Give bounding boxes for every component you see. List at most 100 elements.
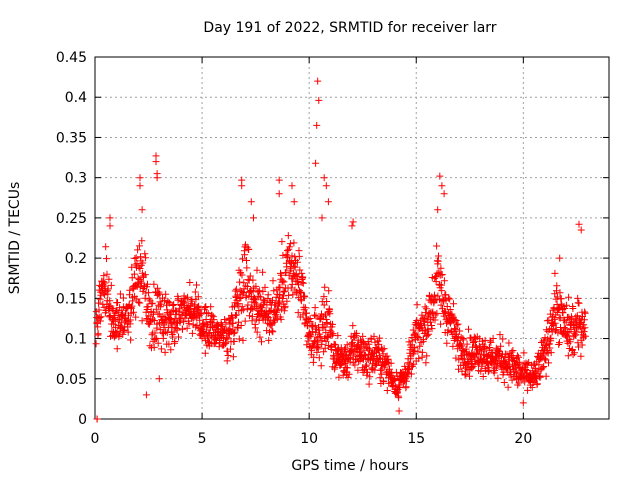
data-point: [305, 329, 313, 337]
data-point: [494, 374, 502, 382]
y-tick-label: 0.45: [56, 50, 87, 66]
data-point: [155, 375, 163, 383]
data-point: [208, 311, 216, 319]
data-point: [312, 337, 320, 345]
data-point: [452, 317, 460, 324]
data-point: [362, 362, 370, 370]
data-point: [418, 311, 426, 319]
data-point: [141, 271, 149, 279]
data-point: [551, 269, 559, 277]
data-point: [314, 345, 322, 353]
data-point: [298, 269, 306, 277]
data-point: [456, 340, 464, 348]
data-point: [148, 331, 156, 339]
data-point: [276, 283, 284, 291]
data-point: [278, 238, 286, 246]
axis-ticks: 0 0.05 0.1 0.15 0.2 0.25 0.3 0.35 0.4 0.45 0 5 10 15 2…: [56, 50, 609, 447]
data-point: [297, 297, 305, 305]
data-point: [395, 407, 403, 415]
data-point: [395, 394, 403, 402]
data-point: [252, 296, 260, 304]
grid: [95, 57, 609, 419]
data-point: [311, 322, 319, 330]
data-point: [452, 325, 460, 333]
data-point: [280, 278, 288, 286]
data-point: [137, 277, 145, 285]
data-point: [431, 291, 438, 299]
data-point: [204, 310, 212, 317]
data-point: [279, 277, 287, 285]
data-point: [239, 336, 247, 344]
data-point: [275, 190, 283, 198]
data-point: [423, 352, 431, 360]
data-point: [573, 324, 581, 332]
data-point: [451, 316, 459, 324]
data-point: [161, 296, 169, 304]
data-point: [218, 321, 226, 329]
data-point: [418, 348, 426, 356]
y-tick-label: 0.25: [56, 211, 87, 227]
data-point: [325, 287, 333, 295]
data-point: [438, 271, 446, 278]
data-point: [213, 320, 221, 328]
data-point: [162, 317, 170, 325]
data-point: [275, 297, 283, 305]
data-point: [348, 222, 356, 230]
data-point: [413, 301, 421, 309]
data-point: [130, 308, 137, 316]
data-point: [144, 303, 152, 311]
data-point: [239, 306, 247, 314]
data-point: [545, 359, 552, 367]
data-point: [102, 243, 110, 251]
data-point: [222, 340, 230, 348]
data-point: [163, 329, 171, 337]
data-point: [156, 290, 164, 298]
data-point: [246, 288, 254, 296]
data-point: [560, 324, 568, 331]
data-point: [580, 328, 588, 336]
data-point: [139, 259, 147, 267]
data-point: [246, 272, 254, 280]
x-tick-label: 5: [198, 431, 207, 447]
data-point: [508, 376, 516, 384]
data-point: [420, 336, 427, 344]
data-point: [374, 337, 382, 345]
data-point: [331, 363, 339, 371]
data-point: [509, 347, 517, 354]
data-point: [456, 327, 464, 335]
data-point: [179, 325, 186, 333]
data-point: [550, 320, 558, 328]
data-point: [354, 358, 362, 365]
data-point: [96, 317, 104, 325]
data-point: [561, 305, 569, 312]
data-point: [326, 310, 334, 318]
data-point: [115, 332, 123, 340]
data-point: [477, 367, 485, 375]
data-point: [554, 329, 562, 337]
data-point: [223, 357, 231, 365]
data-point: [138, 206, 146, 214]
data-point: [425, 330, 433, 338]
data-point: [343, 341, 351, 349]
data-point: [387, 359, 395, 367]
data-point: [197, 310, 205, 318]
data-point: [105, 275, 113, 283]
data-point: [306, 315, 314, 322]
data-point: [139, 287, 147, 295]
data-point: [241, 251, 249, 259]
data-point: [321, 323, 329, 331]
data-point: [154, 339, 162, 347]
data-point: [380, 378, 388, 386]
data-point: [281, 287, 288, 295]
data-point: [581, 308, 589, 316]
data-point: [309, 328, 317, 336]
data-point: [273, 315, 281, 323]
data-point: [135, 242, 143, 250]
data-point: [454, 320, 462, 328]
data-point: [210, 316, 218, 324]
data-point: [323, 298, 331, 305]
data-point: [284, 232, 292, 240]
data-point: [234, 300, 242, 308]
data-point: [243, 264, 251, 272]
data-point: [192, 323, 200, 331]
